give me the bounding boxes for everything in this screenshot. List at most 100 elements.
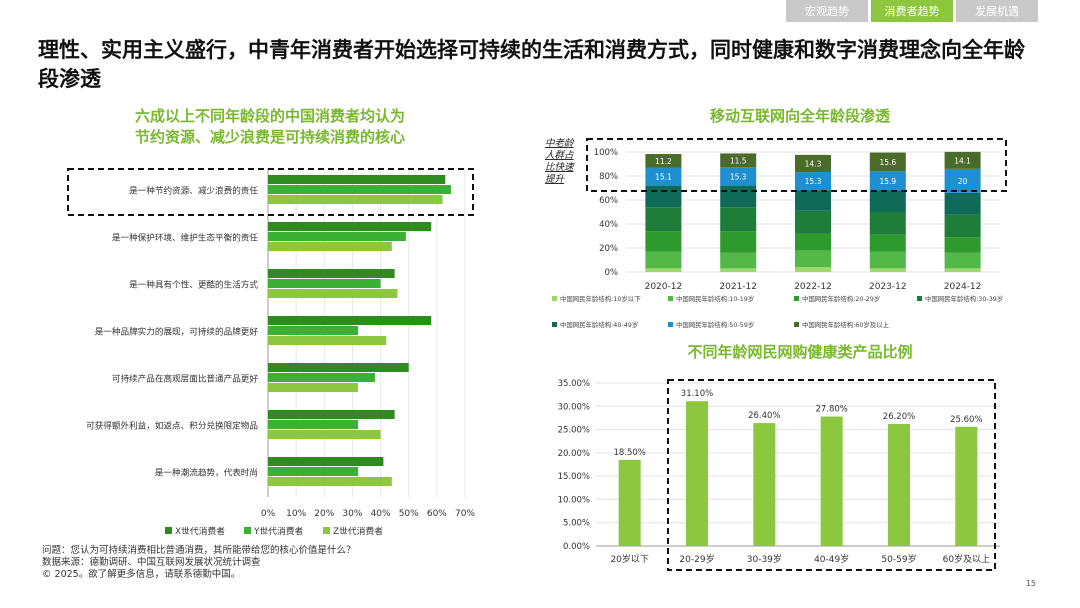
data-label: 26.20% [883, 412, 915, 422]
stack-segment [944, 268, 981, 272]
stack-segment [795, 210, 831, 234]
stack-segment [720, 252, 757, 269]
legend-label: Z世代消费者 [333, 525, 383, 537]
x-tick-label: 30-39岁 [747, 553, 782, 565]
y-tick-label: 5.00% [563, 519, 590, 529]
y-tick-label: 0% [605, 268, 619, 278]
stack-segment [645, 268, 682, 272]
tab-consumer-trends[interactable]: 消费者趋势 [871, 0, 953, 22]
x-tick-label: 20岁以下 [610, 553, 648, 565]
footnotes: 问题：您认为可持续消费相比普通消费，其所能带给您的核心价值是什么？ 数据来源：德… [42, 545, 356, 581]
bar [888, 423, 910, 546]
bar-x-gen [268, 222, 432, 231]
side-annotation: 中老龄 [545, 138, 575, 149]
stack-segment [720, 231, 757, 253]
bar-y-gen [268, 185, 451, 194]
legend-label: 中国网民年龄结构:10-19岁 [676, 294, 754, 303]
top-right-chart-title: 移动互联网向全年龄段渗透 [709, 107, 890, 125]
stack-segment [645, 231, 682, 252]
stack-segment [944, 237, 981, 253]
y-tick-label: 80% [599, 172, 618, 182]
data-label: 18.50% [613, 448, 645, 458]
x-tick-label: 10% [286, 509, 306, 519]
segment-label: 11.2 [655, 157, 672, 166]
left-chart-plot: 0% 10% 20% 30% 40% 50% 60% 70% 是一种节约资源、减少浪费的责任是一… [67, 168, 475, 537]
stack-segment [645, 207, 682, 232]
side-annotation: 提升 [545, 174, 566, 185]
stack-segment [795, 233, 831, 251]
bar-z-gen [268, 430, 381, 439]
side-annotation: 比快速 [545, 162, 575, 173]
stack-segment [720, 153, 757, 168]
tab-macro-trends[interactable]: 宏观趋势 [786, 0, 868, 22]
x-tick-label: 2023-12 [869, 282, 907, 292]
category-label: 是一种节约资源、减少浪费的责任 [129, 185, 258, 197]
legend-label: 中国网民年龄结构:20-29岁 [802, 294, 880, 303]
bar-y-gen [268, 420, 359, 429]
stack-segment [795, 267, 831, 272]
stack-segment [869, 212, 906, 235]
data-label: 25.60% [950, 415, 982, 425]
category-label: 是一种品牌实力的展现，可持续的品牌更好 [95, 326, 259, 338]
segment-label: 14.1 [954, 156, 971, 165]
bar-z-gen [268, 195, 443, 204]
bar-y-gen [268, 467, 359, 476]
category-label: 可持续产品在高观层面比普通产品更好 [112, 373, 259, 385]
stack-segment [944, 252, 981, 269]
bar-y-gen [268, 326, 359, 335]
y-tick-label: 15.00% [558, 472, 590, 482]
page-title: 理性、实用主义盛行，中青年消费者开始选择可持续的生活和消费方式，同时健康和数字消… [38, 38, 1025, 91]
bar-z-gen [268, 242, 392, 251]
x-tick-label: 40-49岁 [814, 553, 849, 565]
y-tick-label: 40% [599, 220, 618, 230]
stack-segment [944, 151, 981, 169]
side-annotation: 人群占 [545, 150, 575, 161]
bar-x-gen [268, 363, 409, 372]
segment-label: 15.1 [655, 173, 672, 182]
bar [618, 459, 641, 546]
bar [753, 423, 776, 546]
legend-label: 中国网民年龄结构:60岁及以上 [802, 320, 890, 329]
stack-segment [720, 185, 757, 208]
tab-opportunities[interactable]: 发展机遇 [956, 0, 1038, 22]
y-tick-label: 0.00% [563, 542, 590, 552]
legend-swatch [794, 322, 799, 327]
internet-age-structure-chart: 0% 20% 40% 60% 80% 100% 15.1 11.2 2020-12 15.3 11.… [545, 138, 1007, 329]
stack-segment [645, 167, 682, 186]
stack-segment [869, 190, 906, 212]
bar-z-gen [268, 477, 392, 486]
x-tick-label: 50-59岁 [881, 553, 916, 565]
legend-swatch [165, 527, 172, 534]
stack-segment [869, 268, 906, 272]
left-chart-title-line-2: 节约资源、减少浪费是可持续消费的核心 [134, 128, 405, 146]
x-tick-label: 40% [371, 509, 391, 519]
x-tick-label: 2024-12 [944, 282, 982, 292]
x-tick-label: 30% [342, 509, 362, 519]
stack-segment [795, 154, 831, 173]
data-label: 26.40% [748, 411, 780, 421]
segment-label: 14.3 [805, 159, 822, 168]
stack-segment [645, 251, 682, 269]
highlight-box [67, 168, 474, 216]
y-tick-label: 20% [599, 244, 618, 254]
segment-label: 15.3 [730, 172, 747, 181]
stack-segment [944, 168, 981, 193]
top-nav: 宏观趋势 消费者趋势 发展机遇 [786, 0, 1038, 22]
bar-y-gen [268, 373, 375, 382]
x-tick-label: 20-29岁 [679, 553, 714, 565]
y-tick-label: 10.00% [558, 495, 590, 505]
bar [820, 416, 843, 546]
x-tick-label: 70% [455, 509, 475, 519]
bar-y-gen [268, 279, 381, 288]
x-tick-label: 60% [427, 509, 447, 519]
x-tick-label: 60岁及以上 [943, 553, 990, 565]
legend-swatch [552, 296, 557, 301]
highlight-box [667, 379, 996, 571]
y-tick-label: 25.00% [558, 426, 590, 436]
legend-swatch [323, 527, 330, 534]
category-label: 是一种具有个性、更酷的生活方式 [129, 279, 258, 291]
y-tick-label: 60% [599, 196, 618, 206]
segment-label: 15.6 [879, 158, 896, 167]
bar-x-gen [268, 269, 395, 278]
